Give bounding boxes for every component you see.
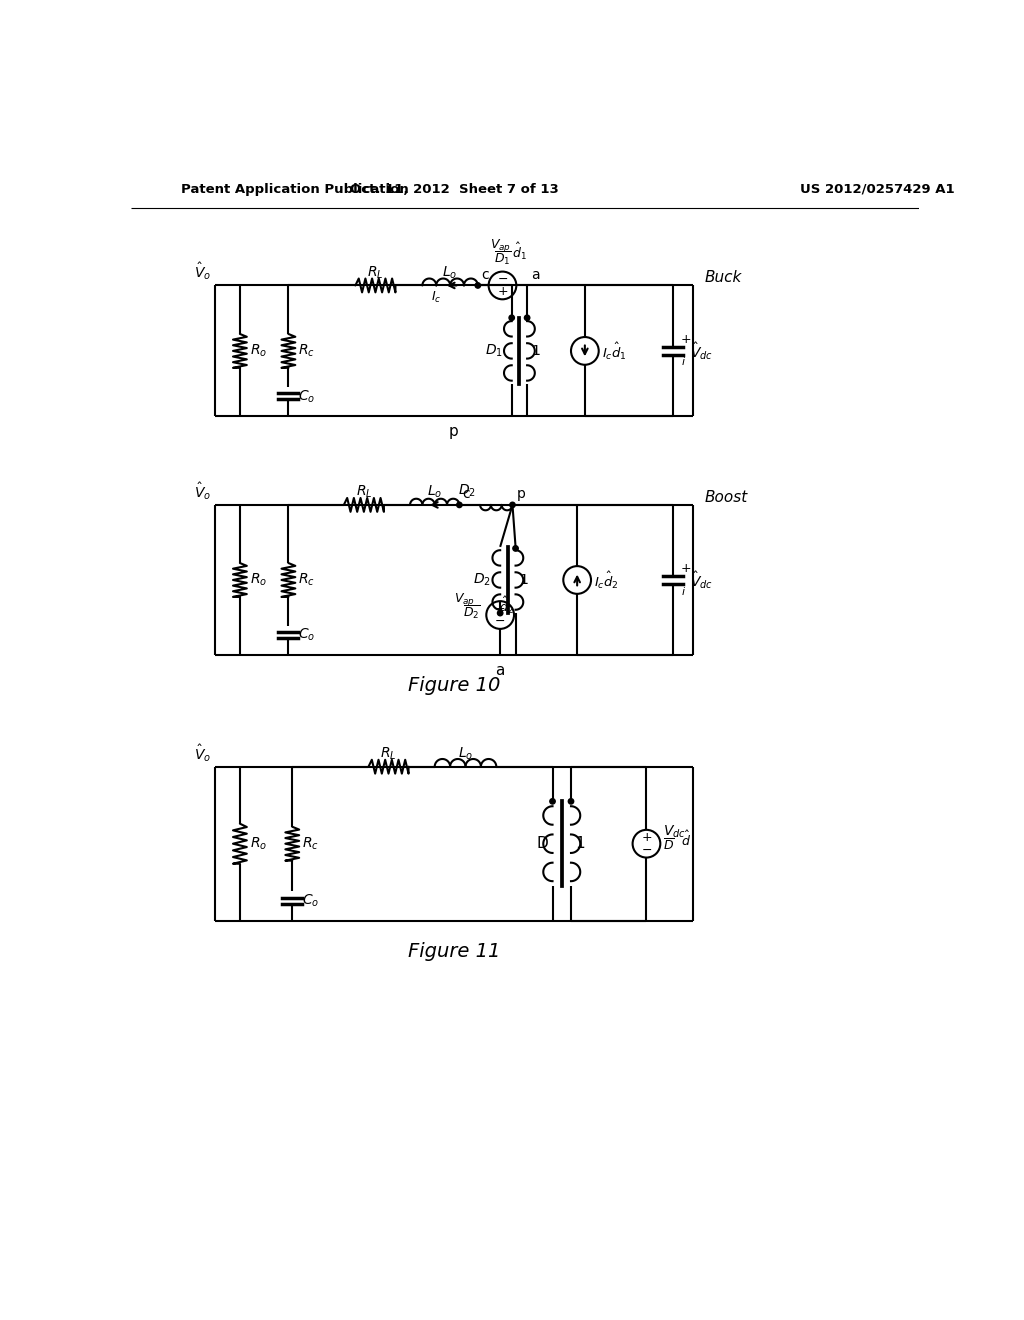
Circle shape	[498, 610, 503, 615]
Text: $\hat{V}_o$: $\hat{V}_o$	[195, 480, 211, 502]
Text: $L_o$: $L_o$	[427, 483, 442, 500]
Text: i: i	[681, 358, 684, 367]
Text: $\overline{D_2}$: $\overline{D_2}$	[464, 605, 481, 622]
Text: $D_1$: $D_1$	[484, 343, 503, 359]
Text: i: i	[681, 586, 684, 597]
Text: $C_o$: $C_o$	[298, 388, 315, 404]
Text: 1: 1	[574, 836, 585, 851]
Text: $R_L$: $R_L$	[355, 483, 372, 500]
Text: $\hat{V}_{dc}$: $\hat{V}_{dc}$	[690, 569, 714, 591]
Text: $C_o$: $C_o$	[302, 892, 319, 909]
Text: US 2012/0257429 A1: US 2012/0257429 A1	[801, 182, 955, 195]
Text: $L_o$: $L_o$	[442, 264, 458, 281]
Circle shape	[509, 315, 514, 321]
Text: $\hat{d}_2$: $\hat{d}_2$	[499, 595, 513, 616]
Text: $\hat{V}_{dc}$: $\hat{V}_{dc}$	[690, 341, 714, 362]
Text: $R_o$: $R_o$	[250, 343, 267, 359]
Text: $I_c\hat{d}_1$: $I_c\hat{d}_1$	[602, 341, 627, 362]
Text: $\hat{V}_o$: $\hat{V}_o$	[195, 261, 211, 282]
Text: $\overline{D_1}$: $\overline{D_1}$	[494, 249, 511, 267]
Text: $R_L$: $R_L$	[368, 264, 384, 281]
Text: −: −	[495, 615, 506, 628]
Text: Buck: Buck	[705, 271, 741, 285]
Text: Figure 10: Figure 10	[408, 676, 500, 696]
Text: $R_c$: $R_c$	[298, 343, 315, 359]
Text: $V_{ap}$: $V_{ap}$	[455, 591, 475, 609]
Circle shape	[513, 545, 518, 552]
Text: $I_c$: $I_c$	[431, 290, 441, 305]
Text: $\hat{d}_1$: $\hat{d}_1$	[512, 242, 526, 263]
Circle shape	[550, 799, 555, 804]
Text: $L_o$: $L_o$	[458, 746, 473, 762]
Text: a: a	[531, 268, 540, 281]
Text: +: +	[495, 602, 506, 615]
Text: c: c	[463, 487, 470, 502]
Text: $\overline{D}$: $\overline{D}$	[664, 837, 675, 853]
Circle shape	[524, 315, 529, 321]
Text: $R_o$: $R_o$	[250, 836, 267, 851]
Text: $C_o$: $C_o$	[298, 627, 315, 643]
Text: Oct. 11, 2012  Sheet 7 of 13: Oct. 11, 2012 Sheet 7 of 13	[349, 182, 558, 195]
Text: p: p	[450, 424, 459, 440]
Text: $D_2$: $D_2$	[473, 572, 490, 589]
Circle shape	[568, 799, 573, 804]
Text: +: +	[681, 333, 692, 346]
Text: D: D	[537, 836, 549, 851]
Text: +: +	[641, 832, 651, 843]
Text: $R_c$: $R_c$	[302, 836, 319, 851]
Text: Patent Application Publication: Patent Application Publication	[180, 182, 409, 195]
Text: $R_o$: $R_o$	[250, 572, 267, 589]
Text: $D_2$: $D_2$	[459, 483, 476, 499]
Text: $I_c\hat{d}_2$: $I_c\hat{d}_2$	[594, 569, 618, 590]
Text: $R_c$: $R_c$	[298, 572, 315, 589]
Text: $\hat{d}$: $\hat{d}$	[681, 829, 691, 849]
Text: +: +	[681, 562, 692, 576]
Text: −: −	[498, 273, 508, 285]
Text: c: c	[481, 268, 489, 281]
Circle shape	[475, 282, 480, 288]
Text: +: +	[498, 285, 508, 298]
Circle shape	[457, 502, 462, 508]
Text: $V_{dc}$: $V_{dc}$	[664, 824, 686, 840]
Text: 1: 1	[531, 345, 540, 358]
Text: 1: 1	[519, 573, 528, 587]
Text: Figure 11: Figure 11	[408, 942, 500, 961]
Text: $R_L$: $R_L$	[380, 746, 396, 762]
Circle shape	[510, 502, 515, 508]
Text: p: p	[516, 487, 525, 502]
Text: $V_{ap}$: $V_{ap}$	[489, 236, 511, 253]
Text: $\hat{V}_o$: $\hat{V}_o$	[195, 742, 211, 764]
Text: Boost: Boost	[705, 490, 748, 504]
Text: −: −	[641, 843, 651, 857]
Text: a: a	[496, 663, 505, 678]
